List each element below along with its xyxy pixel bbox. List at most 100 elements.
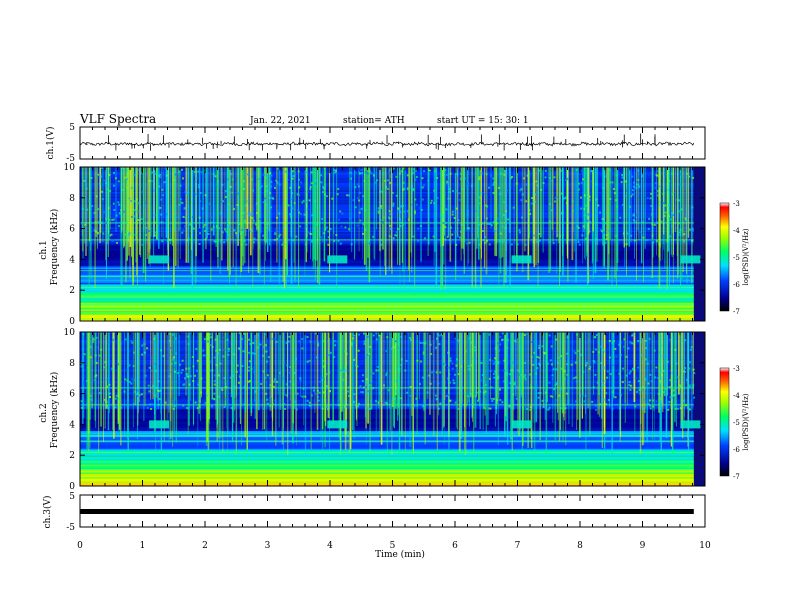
speckle	[669, 218, 672, 221]
speckle	[180, 371, 183, 374]
speckle	[471, 403, 474, 406]
speckle	[128, 380, 131, 383]
speckle	[268, 346, 271, 348]
speckle	[322, 391, 325, 394]
speckle	[153, 221, 156, 224]
speckle	[185, 217, 188, 220]
sferic	[391, 167, 393, 275]
sferic	[313, 167, 315, 260]
speckle	[372, 387, 375, 390]
speckle	[104, 222, 107, 225]
speckle	[494, 230, 497, 233]
speckle	[478, 196, 481, 199]
speckle	[109, 234, 112, 237]
speckle	[691, 240, 693, 243]
speckle	[91, 337, 94, 339]
sferic	[314, 167, 317, 261]
spectrogram-band	[80, 224, 694, 226]
speckle	[430, 199, 433, 202]
speckle	[642, 408, 644, 411]
speckle	[188, 367, 191, 370]
speckle	[94, 221, 97, 224]
speckle	[174, 337, 177, 340]
speckle	[185, 374, 188, 377]
speckle	[104, 398, 106, 401]
speckle	[198, 403, 201, 406]
sferic	[187, 332, 189, 434]
spectrogram-band	[80, 228, 694, 231]
speckle	[584, 204, 587, 207]
speckle	[356, 365, 359, 368]
spectrogram-band	[80, 284, 694, 286]
sferic	[448, 332, 450, 449]
speckle	[216, 352, 219, 355]
sferic	[390, 167, 392, 268]
sferic	[442, 332, 443, 433]
speckle	[656, 377, 659, 380]
speckle	[501, 332, 504, 335]
speckle	[551, 209, 553, 212]
speckle	[436, 333, 439, 336]
speckle	[386, 336, 389, 339]
speckle	[274, 232, 276, 234]
speckle	[243, 332, 245, 335]
spectrogram-ytick-label: 2	[69, 286, 75, 296]
sferic	[501, 167, 504, 257]
speckle	[126, 186, 128, 189]
spectrogram-band	[80, 291, 694, 294]
speckle	[682, 340, 685, 343]
speckle	[449, 360, 452, 362]
speckle	[252, 342, 255, 345]
speckle	[689, 408, 692, 411]
speckle	[538, 362, 540, 365]
speckle	[174, 370, 177, 373]
speckle	[154, 231, 157, 234]
sferic	[517, 332, 518, 433]
speckle	[208, 202, 211, 205]
speckle	[678, 231, 681, 234]
speckle	[592, 350, 595, 353]
speckle	[293, 372, 296, 374]
speckle	[588, 195, 591, 198]
speckle	[423, 402, 426, 405]
sferic	[423, 332, 426, 438]
speckle	[600, 221, 603, 224]
speckle	[107, 167, 110, 170]
speckle	[161, 240, 164, 243]
speckle	[255, 223, 258, 226]
speckle	[678, 222, 681, 225]
sferic	[639, 332, 642, 454]
speckle	[478, 223, 481, 226]
spectrogram-ytick-label: 4	[69, 255, 75, 265]
speckle	[673, 393, 676, 396]
speckle	[581, 234, 584, 237]
sferic	[161, 167, 163, 238]
sferic	[633, 332, 636, 402]
speckle	[523, 376, 526, 379]
speckle	[253, 237, 256, 240]
speckle	[252, 386, 255, 389]
speckle	[683, 240, 686, 243]
speckle	[506, 189, 508, 192]
speckle	[318, 391, 321, 394]
speckle	[420, 208, 423, 211]
speckle	[409, 394, 412, 397]
speckle	[686, 172, 689, 175]
spectrogram-band	[80, 313, 694, 316]
speckle	[621, 203, 624, 206]
sferic	[639, 332, 641, 395]
sferic	[483, 167, 486, 268]
speckle	[301, 395, 304, 398]
speckle	[401, 205, 404, 207]
speckle	[366, 381, 369, 384]
speckle	[117, 225, 120, 227]
sferic	[476, 167, 478, 249]
sferic	[444, 332, 446, 400]
speckle	[691, 206, 694, 209]
speckle	[628, 372, 631, 375]
sferic	[168, 332, 170, 443]
speckle	[466, 183, 469, 186]
speckle	[102, 232, 105, 235]
speckle	[276, 216, 278, 219]
sferic	[257, 167, 260, 231]
